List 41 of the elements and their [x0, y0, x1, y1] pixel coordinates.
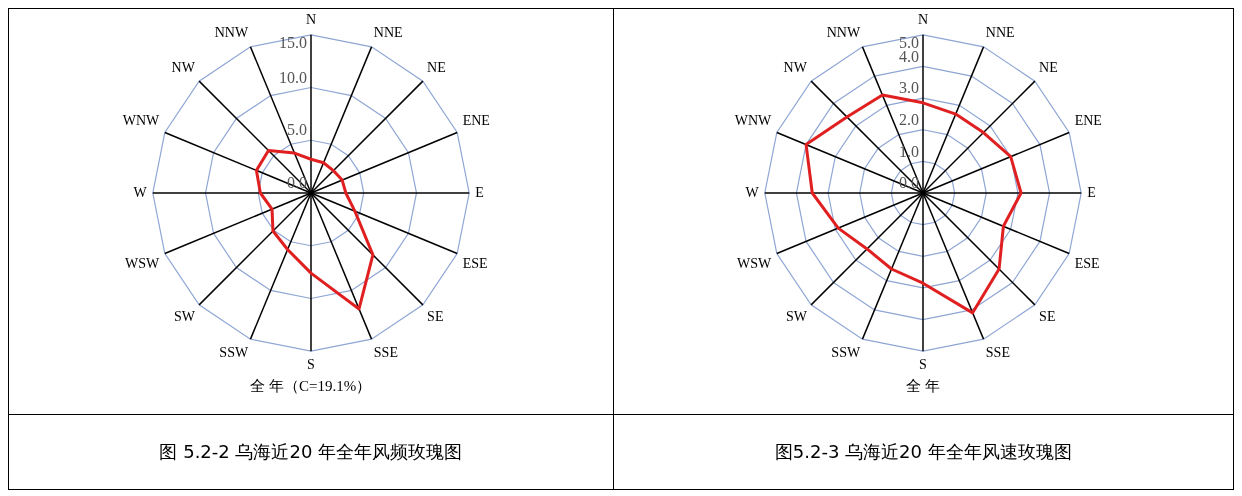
spoke-label: S — [306, 357, 315, 373]
spoke-label: NNW — [214, 24, 249, 40]
spoke-label: SSE — [373, 344, 398, 360]
spoke-label: NE — [426, 60, 446, 76]
text: 全 年（C=19.1%） — [250, 377, 372, 396]
spoke-label: SW — [173, 309, 196, 325]
y-tick-label: 10.0 — [278, 68, 307, 86]
spoke-label: SW — [786, 309, 808, 325]
spoke-label: E — [474, 184, 484, 200]
spoke-label: NW — [171, 60, 196, 76]
spoke-label: SSE — [986, 344, 1011, 360]
text: 全 年 — [906, 377, 941, 396]
spoke-label: SSW — [219, 344, 249, 360]
spoke-label: W — [133, 184, 148, 200]
spoke-label: ESE — [1074, 255, 1100, 271]
spoke-label: SE — [426, 309, 444, 325]
spoke-label: NW — [783, 60, 808, 76]
spoke-label: ENE — [1074, 113, 1103, 129]
spoke-label: NNE — [986, 24, 1015, 40]
spoke-label: WNW — [735, 113, 773, 129]
spoke-label: NNE — [373, 24, 403, 40]
spoke-label: W — [745, 184, 760, 200]
spoke-label: NNW — [827, 24, 862, 40]
spoke-label: WNW — [122, 113, 160, 129]
spoke-label: SE — [1039, 309, 1056, 325]
y-tick-label: 15.0 — [278, 34, 307, 51]
spoke-label: SSW — [831, 344, 862, 360]
spoke-label: NE — [1039, 60, 1059, 76]
spoke-label: S — [919, 357, 928, 373]
spoke-label: E — [1087, 184, 1097, 200]
spoke-label: N — [305, 12, 316, 28]
y-tick-label: 5.0 — [286, 121, 307, 139]
spoke-label: WSW — [124, 255, 160, 271]
spoke-label: ENE — [462, 113, 490, 129]
text: 图 5.2-2 乌海近20 年全年风频玫瑰图 — [159, 441, 463, 462]
y-tick-label: 2.0 — [899, 110, 920, 128]
spoke-label: N — [918, 12, 929, 28]
spoke-label: WSW — [737, 255, 773, 271]
text: 图5.2-3 乌海近20 年全年风速玫瑰图 — [774, 441, 1072, 462]
y-tick-label: 3.0 — [899, 79, 920, 97]
spoke-label: ESE — [462, 255, 488, 271]
